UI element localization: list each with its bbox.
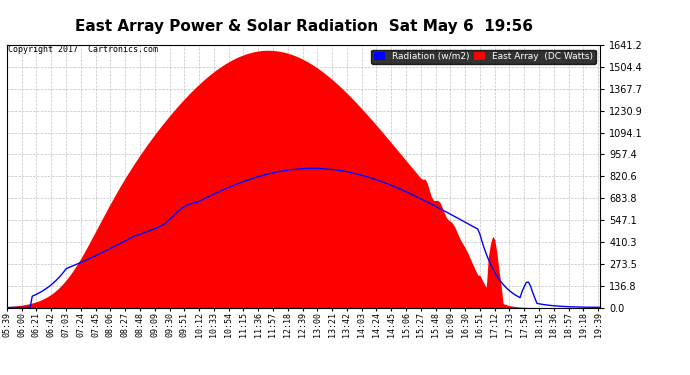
- Text: East Array Power & Solar Radiation  Sat May 6  19:56: East Array Power & Solar Radiation Sat M…: [75, 19, 533, 34]
- Text: Copyright 2017  Cartronics.com: Copyright 2017 Cartronics.com: [8, 45, 158, 54]
- Legend: Radiation (w/m2), East Array  (DC Watts): Radiation (w/m2), East Array (DC Watts): [371, 50, 595, 64]
